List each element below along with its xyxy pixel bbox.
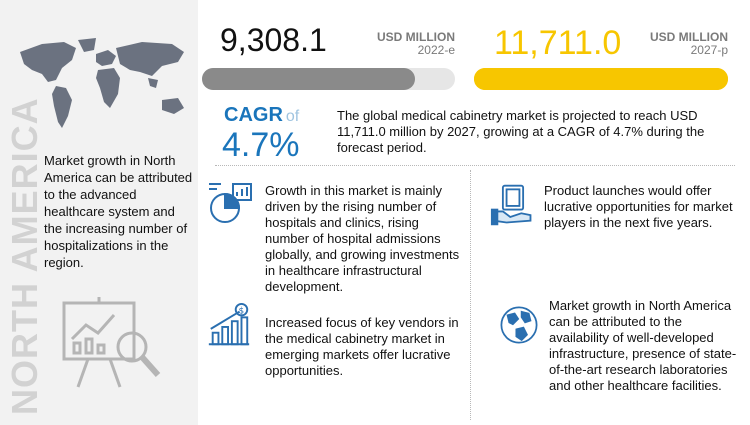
vertical-divider bbox=[470, 170, 471, 420]
insight-text-1: Growth in this market is mainly driven b… bbox=[265, 183, 460, 294]
market-value-2022: 9,308.1 bbox=[220, 22, 327, 58]
market-summary-text: The global medical cabinetry market is p… bbox=[337, 108, 705, 155]
cagr-label-text: CAGR bbox=[224, 104, 283, 126]
horizontal-divider bbox=[215, 165, 735, 166]
market-value-2027: 11,711.0 bbox=[494, 24, 622, 62]
globe-icon bbox=[500, 306, 538, 344]
cagr-label: CAGR of bbox=[224, 104, 299, 127]
svg-text:$: $ bbox=[239, 307, 245, 317]
market-bar-2022 bbox=[202, 68, 455, 90]
market-bar-2027 bbox=[474, 68, 728, 90]
market-year-2027: 2027-p bbox=[690, 43, 728, 57]
market-bar-2022-fill bbox=[202, 68, 415, 90]
market-year-2022: 2022-e bbox=[417, 43, 455, 57]
left-panel: NORTH AMERICA Market growth in North Ame… bbox=[0, 0, 198, 425]
presentation-board-icon bbox=[62, 297, 161, 388]
insight-text-4: Market growth in North America can be at… bbox=[549, 298, 737, 393]
insight-text-2: Product launches would offer lucrative o… bbox=[544, 183, 733, 230]
growth-chart-icon: $ bbox=[208, 302, 250, 346]
market-unit-2027: USD MILLION bbox=[650, 30, 728, 44]
market-bar-2027-fill bbox=[474, 68, 728, 90]
region-label: NORTH AMERICA bbox=[4, 97, 45, 415]
analytics-icon bbox=[209, 183, 252, 223]
insight-text-3: Increased focus of key vendors in the me… bbox=[265, 315, 459, 378]
market-unit-2022: USD MILLION bbox=[377, 30, 455, 44]
region-summary-text: Market growth in North America can be at… bbox=[44, 153, 193, 270]
cagr-of-text: of bbox=[285, 108, 300, 125]
world-map-icon bbox=[20, 38, 184, 128]
cagr-value: 4.7% bbox=[222, 126, 300, 164]
money-hand-icon bbox=[490, 184, 532, 226]
